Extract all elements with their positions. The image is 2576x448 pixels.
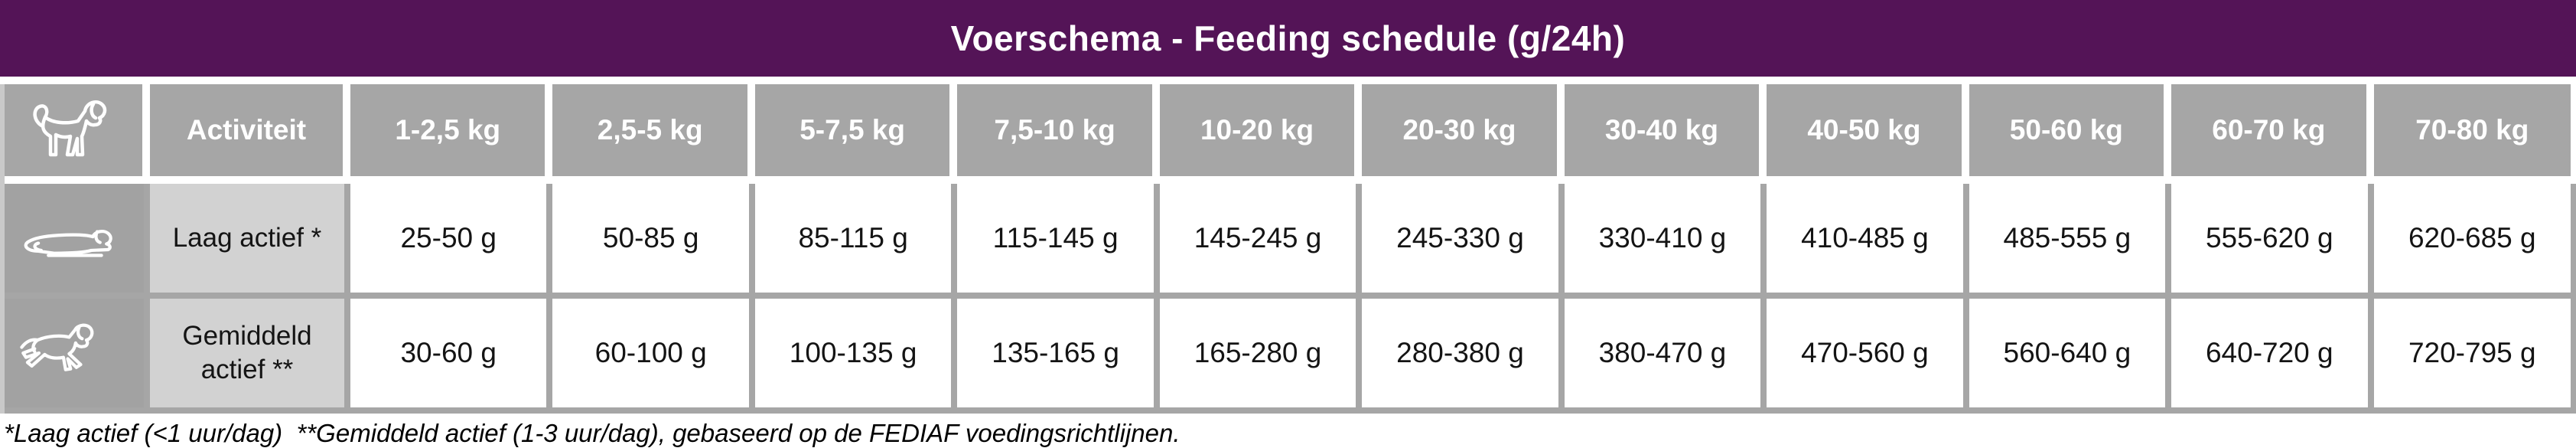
feeding-amount-cell: 485-555 g bbox=[1969, 184, 2172, 299]
table-row-medium-active: Gemiddeld actief ** 30-60 g 60-100 g 100… bbox=[5, 299, 2576, 414]
activity-label: Laag actief * bbox=[150, 184, 350, 299]
feeding-amount-cell: 135-165 g bbox=[957, 299, 1160, 414]
feeding-schedule-table: Activiteit 1-2,5 kg 2,5-5 kg 5-7,5 kg 7,… bbox=[0, 84, 2576, 414]
column-header-weight: 1-2,5 kg bbox=[350, 84, 553, 184]
column-header-weight: 50-60 kg bbox=[1969, 84, 2172, 184]
column-header-weight: 20-30 kg bbox=[1362, 84, 1565, 184]
page-title: Voerschema - Feeding schedule (g/24h) bbox=[950, 18, 1626, 58]
feeding-amount-cell: 25-50 g bbox=[350, 184, 553, 299]
feeding-amount-cell: 555-620 g bbox=[2171, 184, 2374, 299]
column-header-weight: 40-50 kg bbox=[1767, 84, 1969, 184]
column-header-activity: Activiteit bbox=[150, 84, 350, 184]
feeding-amount-cell: 620-685 g bbox=[2373, 184, 2576, 299]
column-header-weight: 70-80 kg bbox=[2373, 84, 2576, 184]
feeding-amount-cell: 165-280 g bbox=[1159, 299, 1363, 414]
feeding-amount-cell: 50-85 g bbox=[552, 184, 755, 299]
feeding-amount-cell: 85-115 g bbox=[754, 184, 958, 299]
feeding-amount-cell: 720-795 g bbox=[2373, 299, 2576, 414]
feeding-amount-cell: 640-720 g bbox=[2171, 299, 2374, 414]
feeding-amount-cell: 245-330 g bbox=[1362, 184, 1565, 299]
column-header-weight: 2,5-5 kg bbox=[552, 84, 755, 184]
feeding-amount-cell: 60-100 g bbox=[552, 299, 755, 414]
table-row-low-active: Laag actief * 25-50 g 50-85 g 85-115 g 1… bbox=[5, 184, 2576, 299]
feeding-amount-cell: 145-245 g bbox=[1159, 184, 1363, 299]
standing-dog-icon bbox=[5, 84, 150, 184]
running-dog-icon bbox=[20, 323, 94, 371]
feeding-amount-cell: 470-560 g bbox=[1767, 299, 1969, 414]
column-header-weight: 5-7,5 kg bbox=[754, 84, 958, 184]
column-header-weight: 7,5-10 kg bbox=[957, 84, 1160, 184]
feeding-amount-cell: 115-145 g bbox=[957, 184, 1160, 299]
title-bar: Voerschema - Feeding schedule (g/24h) bbox=[0, 0, 2576, 77]
feeding-amount-cell: 560-640 g bbox=[1969, 299, 2172, 414]
feeding-amount-cell: 330-410 g bbox=[1564, 184, 1767, 299]
feeding-amount-cell: 30-60 g bbox=[350, 299, 553, 414]
standing-dog-icon bbox=[33, 100, 107, 157]
column-header-weight: 10-20 kg bbox=[1159, 84, 1363, 184]
feeding-amount-cell: 410-485 g bbox=[1767, 184, 1969, 299]
activity-label: Gemiddeld actief ** bbox=[150, 299, 350, 414]
running-dog-icon bbox=[5, 299, 150, 414]
column-header-weight: 60-70 kg bbox=[2171, 84, 2374, 184]
feeding-amount-cell: 380-470 g bbox=[1564, 299, 1767, 414]
feeding-amount-cell: 100-135 g bbox=[754, 299, 958, 414]
footnote: *Laag actief (<1 uur/dag) **Gemiddeld ac… bbox=[4, 419, 1181, 447]
lying-dog-icon bbox=[5, 184, 150, 299]
column-header-weight: 30-40 kg bbox=[1564, 84, 1767, 184]
table-header-row: Activiteit 1-2,5 kg 2,5-5 kg 5-7,5 kg 7,… bbox=[5, 84, 2576, 184]
feeding-amount-cell: 280-380 g bbox=[1362, 299, 1565, 414]
lying-dog-icon bbox=[24, 230, 112, 257]
